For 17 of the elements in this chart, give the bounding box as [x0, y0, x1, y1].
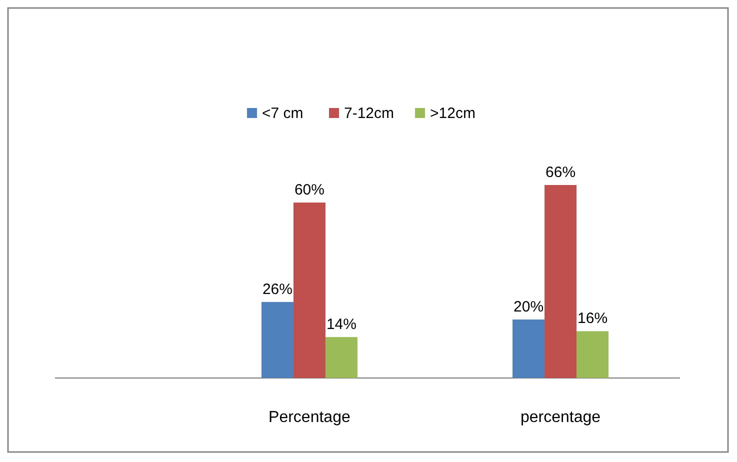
- data-label: 20%: [514, 298, 544, 316]
- legend-label: >12cm: [430, 105, 476, 122]
- x-tick-label: Percentage: [268, 409, 350, 426]
- data-label: 60%: [294, 182, 324, 199]
- data-label: 66%: [546, 164, 576, 181]
- bar: [544, 185, 577, 378]
- legend-label: 7-12cm: [344, 105, 394, 122]
- legend-label: <7 cm: [262, 105, 304, 122]
- bar: [261, 302, 294, 378]
- bar: [293, 202, 326, 378]
- bar: [576, 331, 609, 378]
- bar: [325, 337, 358, 378]
- bar: [512, 320, 545, 378]
- data-label: 16%: [578, 310, 608, 328]
- data-label: 26%: [262, 280, 292, 298]
- x-tick-label: percentage: [520, 409, 601, 426]
- data-label: 14%: [326, 316, 356, 334]
